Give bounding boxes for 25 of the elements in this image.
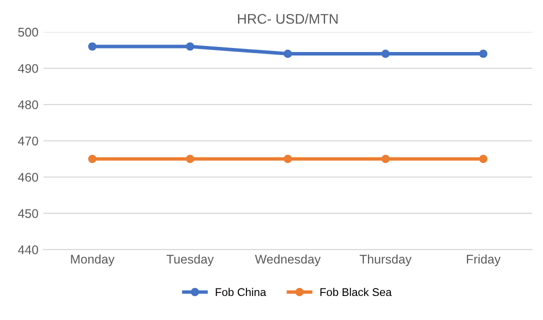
- y-tick-label: 460: [18, 172, 38, 182]
- y-tick-label: 450: [18, 209, 38, 218]
- x-tick-label: Tuesday: [166, 254, 214, 266]
- legend-label: Fob China: [216, 288, 266, 296]
- x-tick-label: Thursday: [360, 254, 412, 266]
- point: [284, 154, 292, 164]
- point: [479, 50, 488, 58]
- x-tick-label: Friday: [466, 254, 501, 266]
- y-tick-label: 490: [18, 64, 38, 73]
- y-tick-label: 440: [18, 245, 38, 254]
- point: [186, 154, 194, 164]
- y-tick-label: 480: [18, 100, 38, 110]
- x-tick-label: Wednesday: [254, 254, 321, 266]
- point: [284, 50, 292, 58]
- point: [186, 42, 194, 51]
- point: [381, 50, 390, 58]
- point: [88, 154, 96, 164]
- point: [381, 154, 390, 164]
- y-tick-label: 500: [18, 28, 38, 37]
- legend-label: Fob Black Sea: [320, 288, 392, 296]
- point: [479, 154, 488, 164]
- chart-title: HRC- USD/MTN: [238, 14, 338, 24]
- y-tick-label: 470: [18, 136, 38, 146]
- x-tick-label: Monday: [71, 254, 115, 266]
- point: [88, 42, 96, 51]
